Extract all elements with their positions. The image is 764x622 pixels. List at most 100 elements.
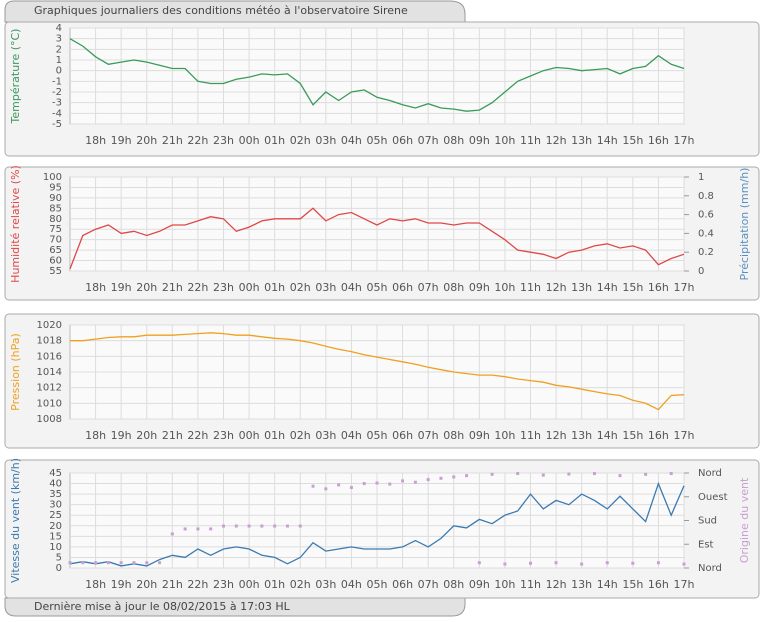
x-tick-label: 15h — [622, 429, 643, 442]
x-tick-label: 10h — [494, 578, 515, 591]
y-tick-label: 85 — [49, 203, 62, 214]
x-tick-label: 02h — [290, 429, 311, 442]
y-tick-label: 25 — [49, 510, 62, 521]
x-tick-label: 01h — [264, 281, 285, 294]
direction-point — [260, 524, 264, 528]
x-tick-label: 18h — [85, 281, 106, 294]
direction-point — [516, 472, 520, 476]
x-tick-label: 09h — [469, 578, 490, 591]
footer-tab — [4, 597, 466, 617]
direction-point — [413, 480, 417, 484]
y-tick-label: 1020 — [37, 320, 62, 331]
direction-point — [311, 484, 315, 488]
x-tick-label: 08h — [443, 429, 464, 442]
x-tick-label: 22h — [187, 429, 208, 442]
direction-point — [401, 479, 405, 483]
direction-point — [145, 561, 149, 565]
x-tick-label: 07h — [418, 429, 439, 442]
x-tick-label: 08h — [443, 134, 464, 147]
page-title: Graphiques journaliers des conditions mé… — [34, 4, 408, 17]
x-tick-label: 03h — [315, 281, 336, 294]
x-tick-label: 10h — [494, 134, 515, 147]
direction-point — [68, 561, 72, 565]
y-axis-title: Pression (hPa) — [9, 333, 22, 411]
direction-point — [503, 562, 507, 566]
y-tick-label: 5 — [56, 552, 62, 563]
y-tick-label: -2 — [52, 87, 62, 98]
y-tick-label: -5 — [52, 119, 62, 130]
y-tick-label: 95 — [49, 182, 62, 193]
x-tick-label: 07h — [418, 134, 439, 147]
direction-point — [247, 524, 251, 528]
direction-point — [324, 487, 328, 491]
y-tick-label: 2 — [56, 44, 62, 55]
title-tab — [4, 0, 466, 23]
direction-point — [349, 486, 353, 490]
x-tick-label: 11h — [520, 281, 541, 294]
direction-point — [94, 561, 98, 565]
x-tick-label: 13h — [571, 134, 592, 147]
y-tick-label: 15 — [49, 531, 62, 542]
x-tick-label: 12h — [546, 134, 567, 147]
y-tick-label: 0 — [56, 66, 62, 77]
x-tick-label: 08h — [443, 578, 464, 591]
x-tick-label: 12h — [546, 429, 567, 442]
x-tick-label: 07h — [418, 281, 439, 294]
direction-point — [452, 475, 456, 479]
x-tick-label: 03h — [315, 134, 336, 147]
x-tick-label: 14h — [597, 578, 618, 591]
direction-point — [158, 561, 162, 565]
x-tick-label: 05h — [367, 281, 388, 294]
y-tick-label: 75 — [49, 224, 62, 235]
data-line — [69, 38, 685, 112]
x-tick-label: 23h — [213, 281, 234, 294]
y-tick-label: 1012 — [37, 383, 62, 394]
y-tick-label: 3 — [56, 34, 62, 45]
x-tick-label: 03h — [315, 429, 336, 442]
direction-point — [682, 562, 686, 566]
direction-point — [465, 474, 469, 478]
y-tick-label: 20 — [49, 521, 62, 532]
y2-tick-label: Nord — [698, 468, 722, 479]
data-line — [70, 332, 685, 411]
y-tick-label: 90 — [49, 193, 62, 204]
x-tick-label: 17h — [674, 429, 695, 442]
direction-point — [541, 473, 545, 477]
direction-point — [426, 478, 430, 482]
x-tick-label: 21h — [162, 281, 183, 294]
direction-point — [605, 561, 609, 565]
y-tick-label: 1016 — [37, 351, 62, 362]
y-tick-label: 45 — [49, 468, 62, 479]
y-tick-label: 65 — [49, 245, 62, 256]
direction-point — [618, 474, 622, 478]
x-tick-label: 13h — [571, 429, 592, 442]
x-tick-label: 22h — [187, 578, 208, 591]
y-tick-label: 1010 — [37, 398, 62, 409]
x-tick-label: 12h — [546, 578, 567, 591]
direction-point — [388, 482, 392, 486]
x-tick-label: 19h — [111, 134, 132, 147]
x-tick-label: 01h — [264, 134, 285, 147]
y-tick-label: 80 — [49, 214, 62, 225]
x-tick-label: 17h — [674, 578, 695, 591]
y-tick-label: 100 — [43, 172, 62, 183]
direction-point — [656, 561, 660, 565]
y2-tick-label: Ouest — [698, 492, 728, 503]
x-tick-label: 06h — [392, 429, 413, 442]
direction-point — [592, 472, 596, 476]
y-tick-label: -1 — [52, 76, 62, 87]
y-tick-label: -3 — [52, 98, 62, 109]
data-line — [69, 207, 685, 270]
direction-point — [222, 524, 225, 528]
direction-point — [554, 561, 558, 565]
direction-point — [337, 483, 341, 487]
x-tick-label: 02h — [290, 578, 311, 591]
x-tick-label: 00h — [239, 429, 260, 442]
direction-point — [580, 562, 584, 566]
x-tick-label: 14h — [597, 281, 618, 294]
y2-tick-label: 0.8 — [698, 191, 714, 202]
y-tick-label: 1014 — [37, 367, 62, 378]
y2-tick-label: Est — [698, 539, 714, 550]
direction-point — [631, 561, 635, 565]
x-tick-label: 20h — [136, 134, 157, 147]
